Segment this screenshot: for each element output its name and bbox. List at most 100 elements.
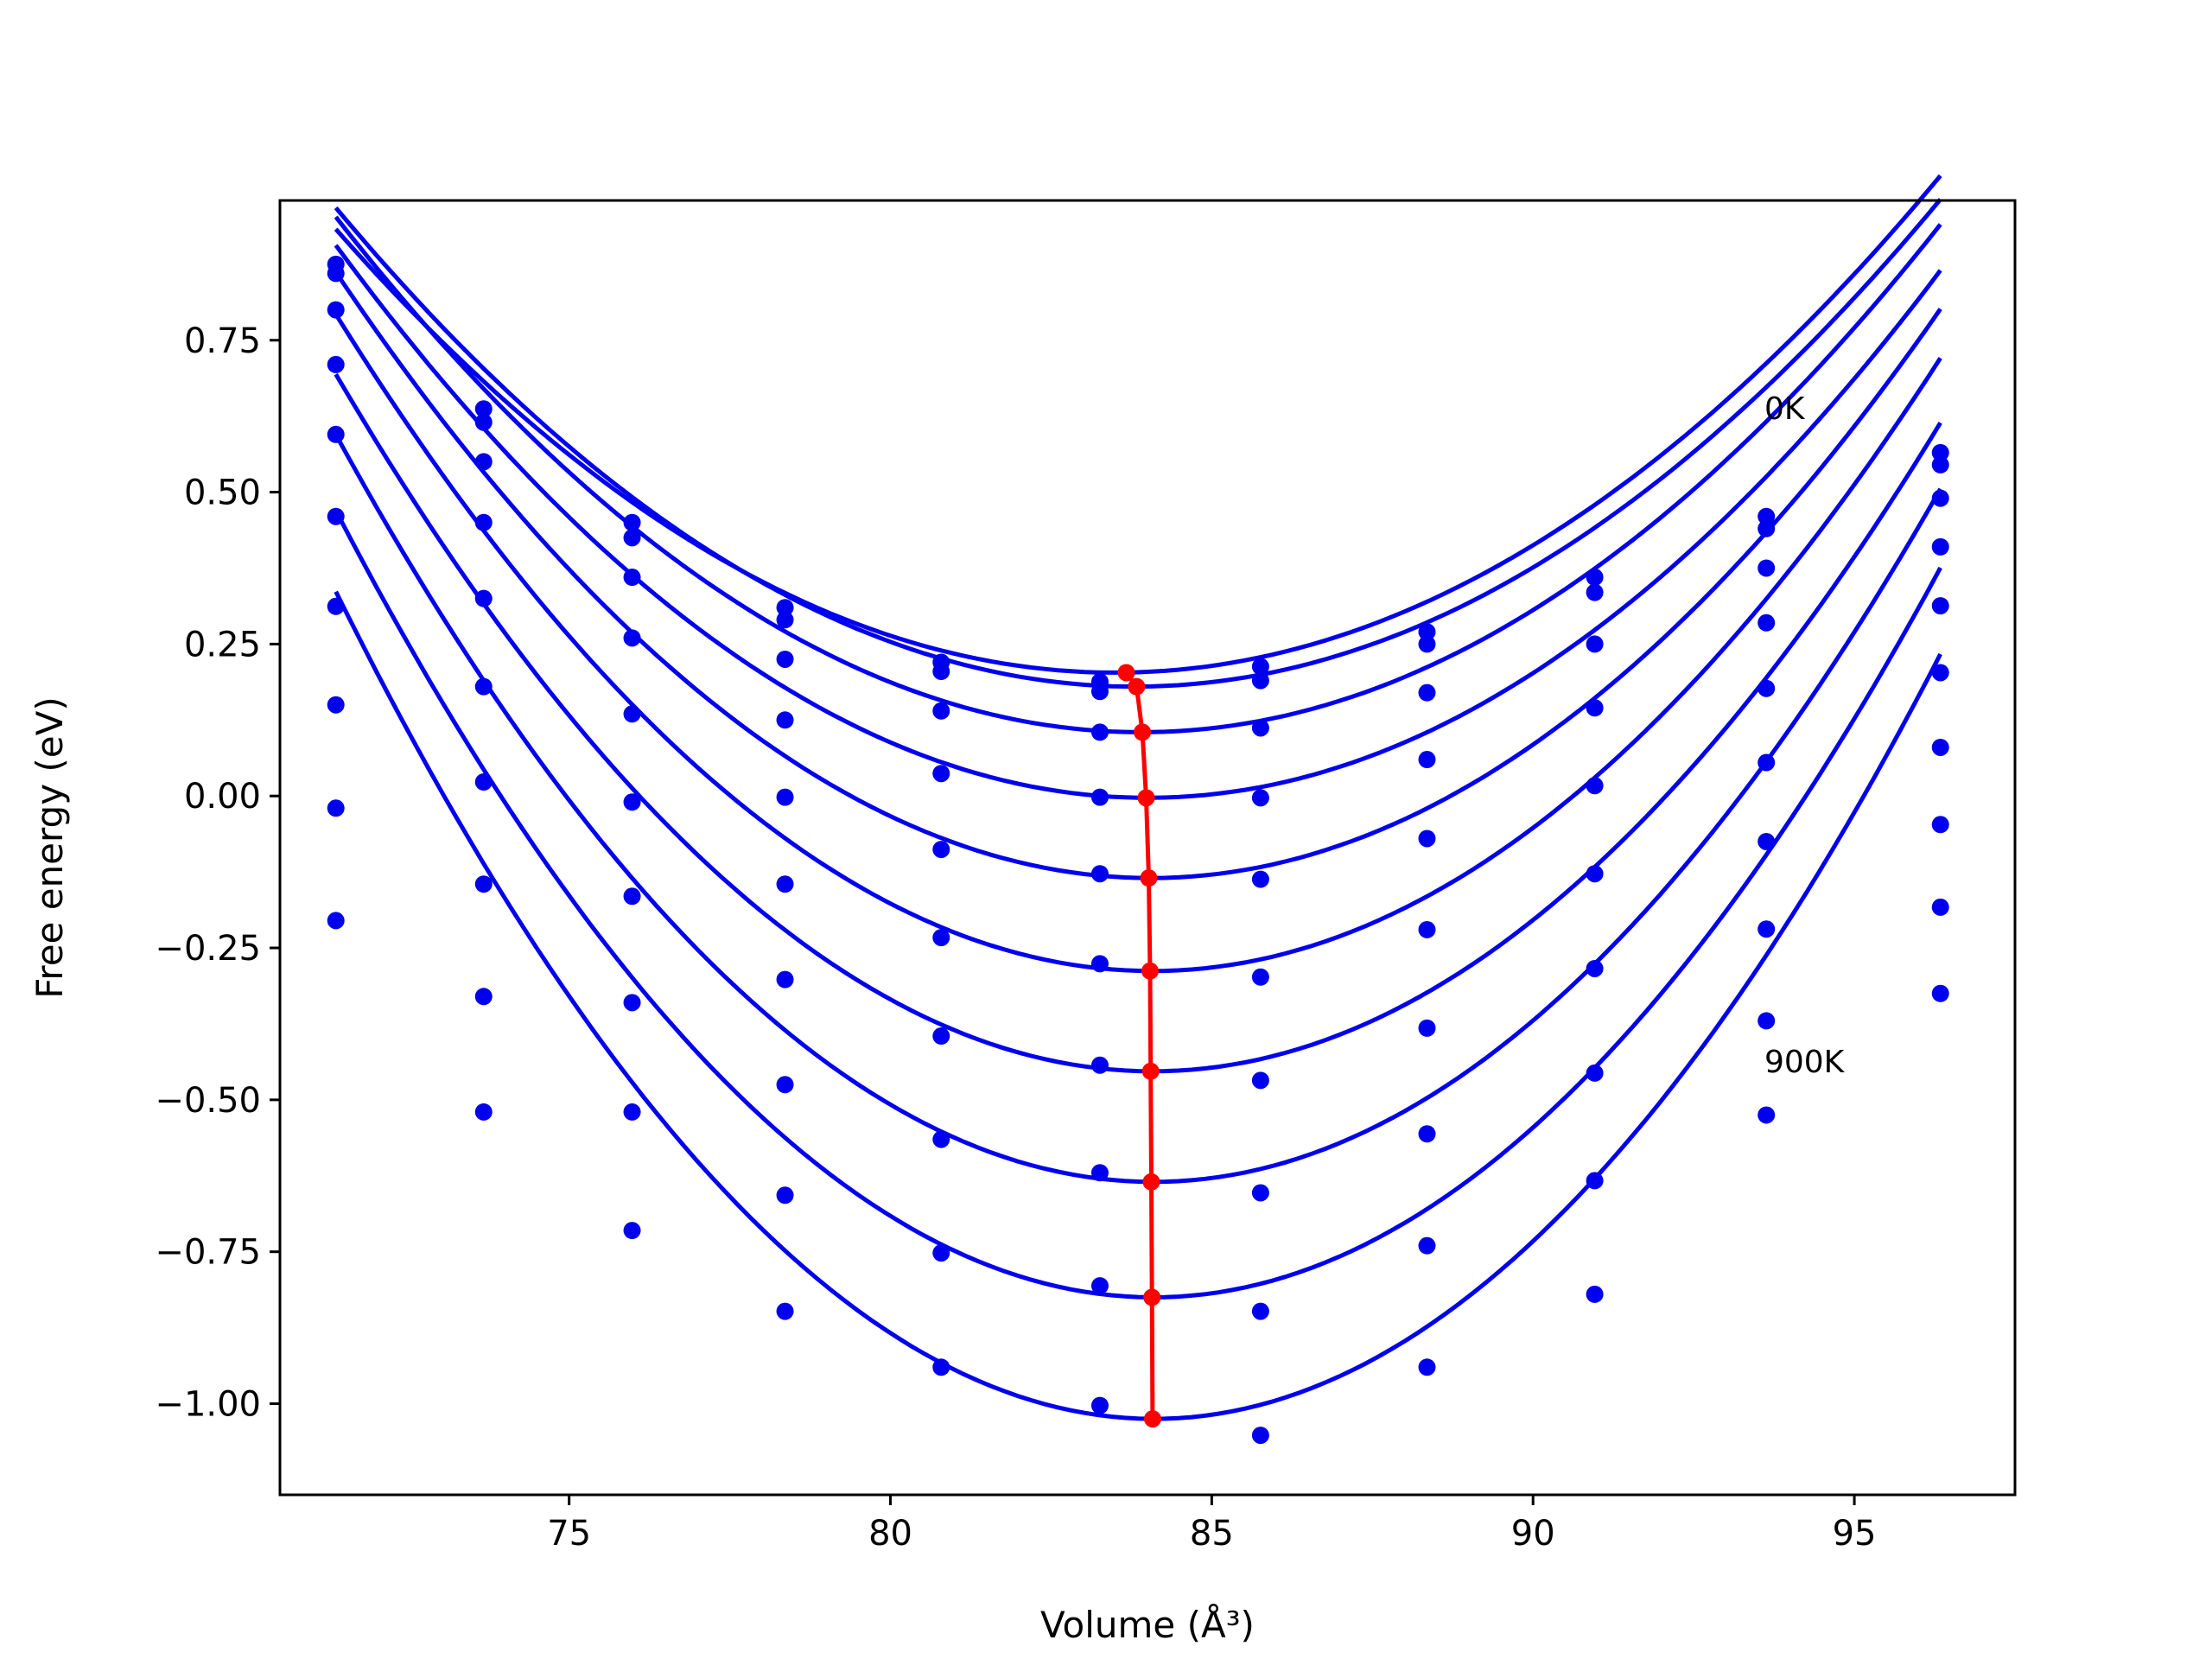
data-point <box>1586 583 1604 601</box>
data-point <box>932 841 950 859</box>
data-point <box>776 1186 794 1205</box>
data-point <box>1758 559 1776 577</box>
y-tick-label: 0.25 <box>184 625 261 664</box>
minimum-point <box>1142 1173 1160 1191</box>
data-point <box>1758 920 1776 938</box>
minimum-point <box>1128 677 1146 696</box>
data-point <box>1090 788 1109 806</box>
data-point <box>1418 635 1436 653</box>
data-point <box>1758 1012 1776 1030</box>
data-point <box>327 425 345 443</box>
minima-line <box>1124 671 1155 1420</box>
data-point <box>1586 959 1604 977</box>
data-point <box>623 994 641 1012</box>
fit-curve <box>334 590 1942 1421</box>
data-point <box>1586 569 1604 587</box>
data-point <box>1418 751 1436 769</box>
data-point <box>327 597 345 615</box>
data-point <box>623 1103 641 1121</box>
data-point <box>474 677 493 696</box>
data-point <box>776 611 794 629</box>
data-point <box>1090 723 1109 741</box>
data-point <box>623 793 641 811</box>
data-point <box>1418 683 1436 702</box>
data-point <box>474 988 493 1006</box>
fit-curve <box>334 509 1942 1300</box>
y-tick-label: −0.50 <box>155 1081 261 1121</box>
data-point <box>623 569 641 587</box>
minimum-point <box>1143 1288 1161 1306</box>
data-point <box>623 1222 641 1240</box>
data-point <box>327 355 345 373</box>
data-point <box>474 413 493 431</box>
data-point <box>1251 671 1269 690</box>
x-axis-ticks: 75 80 85 90 95 <box>547 1495 1877 1554</box>
y-tick-label: 0.75 <box>184 321 261 361</box>
data-point <box>1251 719 1269 737</box>
data-point <box>1418 623 1436 641</box>
data-point <box>474 400 493 418</box>
data-point <box>474 453 493 471</box>
data-point <box>776 1076 794 1094</box>
data-point <box>932 1027 950 1046</box>
data-point <box>327 507 345 525</box>
data-point <box>1090 1277 1109 1295</box>
data-point <box>1931 443 1949 461</box>
data-point <box>1418 830 1436 848</box>
data-point <box>1090 683 1109 701</box>
y-axis-label: Free energy (eV) <box>29 696 71 999</box>
data-point <box>1251 658 1269 676</box>
data-point <box>1931 898 1949 916</box>
fit-curve <box>334 372 1942 1074</box>
data-point <box>1418 920 1436 938</box>
data-point <box>932 1130 950 1148</box>
data-point <box>776 970 794 988</box>
data-point <box>932 929 950 947</box>
fit-curve <box>334 433 1942 1185</box>
y-tick-label: 0.00 <box>184 777 261 817</box>
data-point <box>932 663 950 681</box>
fit-curve <box>334 198 1942 690</box>
data-point <box>1090 1396 1109 1414</box>
fit-curve <box>334 270 1942 880</box>
data-point <box>1586 699 1604 717</box>
y-tick-label: 0.50 <box>184 474 261 513</box>
fit-curve <box>334 215 1942 734</box>
data-point <box>1418 1019 1436 1037</box>
plot-frame <box>278 199 2017 1497</box>
minimum-point <box>1117 664 1135 682</box>
data-point <box>1758 753 1776 772</box>
x-tick-label: 85 <box>1190 1514 1234 1554</box>
data-point <box>776 788 794 806</box>
data-point <box>932 1244 950 1262</box>
minimum-point <box>1141 1062 1160 1080</box>
data-point <box>932 702 950 720</box>
data-point <box>776 599 794 617</box>
temperature-annotations: 0K 900K <box>1764 391 1846 1080</box>
minimum-point <box>1134 723 1152 741</box>
data-points <box>327 255 1949 1445</box>
data-point <box>327 301 345 319</box>
data-point <box>1931 537 1949 556</box>
data-point <box>1090 955 1109 973</box>
y-tick-label: −0.25 <box>155 929 261 969</box>
data-point <box>327 799 345 817</box>
data-point <box>1586 635 1604 653</box>
data-point <box>1586 1064 1604 1082</box>
minimum-point <box>1137 789 1155 807</box>
data-point <box>1758 1106 1776 1124</box>
x-tick-label: 95 <box>1833 1514 1877 1554</box>
y-axis-ticks: 0.75 0.50 0.25 0.00 −0.25 −0.50 −0.75 −1.00 <box>155 321 280 1425</box>
data-point <box>327 264 345 283</box>
fit-curve <box>334 313 1942 974</box>
data-point <box>1251 1427 1269 1445</box>
data-point <box>1758 519 1776 537</box>
data-point <box>1758 507 1776 525</box>
data-point <box>776 875 794 893</box>
y-tick-label: −1.00 <box>155 1385 261 1425</box>
data-point <box>623 887 641 906</box>
minimum-energy-path <box>1117 664 1161 1428</box>
data-point <box>1586 1172 1604 1190</box>
y-tick-label: −0.75 <box>155 1233 261 1273</box>
